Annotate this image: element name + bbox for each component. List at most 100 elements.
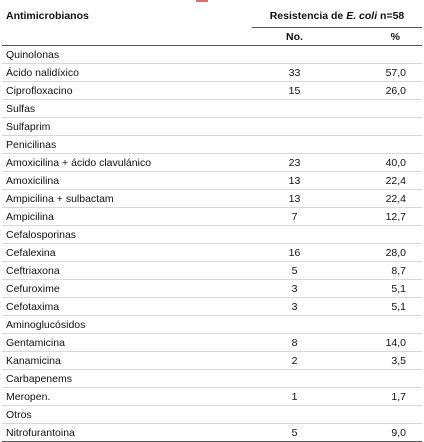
table-row: Cefalexina 16 28,0 [2, 243, 422, 262]
table-cell: Amoxicilina [2, 171, 252, 190]
table-cell: Aminoglucósidos [2, 315, 252, 334]
table-cell: 33 [252, 63, 337, 82]
table-row: Otros [2, 405, 422, 424]
table-row: Cefuroxime 3 5,1 [2, 279, 422, 298]
table-row: Ampicilina 7 12,7 [2, 207, 422, 226]
table-cell: Ampicilina [2, 207, 252, 226]
table-row: Amoxicilina + ácido clavulánico 23 40,0 [2, 153, 422, 172]
header-cell: No. [252, 27, 337, 46]
table-cell [337, 117, 422, 136]
table-row: Amoxicilina 13 22,4 [2, 171, 422, 190]
header-text: E. coli [346, 9, 378, 22]
red-mark [196, 0, 208, 2]
table-cell [337, 369, 422, 388]
table-row: Sulfas [2, 99, 422, 118]
subheader-row: No. % [2, 27, 422, 46]
table-cell [337, 135, 422, 154]
header-cell: % [337, 27, 422, 46]
table-cell [337, 315, 422, 334]
resistance-table: Antimicrobianos Resistencia de E. coli n… [2, 4, 422, 442]
table-row: Aminoglucósidos [2, 315, 422, 334]
table-row: Meropen. 1 1,7 [2, 387, 422, 406]
table-cell [337, 45, 422, 64]
table-cell: 5 [252, 423, 337, 442]
table-cell: Cefotaxima [2, 297, 252, 316]
table-cell [252, 369, 337, 388]
table-cell: 2 [252, 351, 337, 370]
table-cell [337, 99, 422, 118]
table-cell: Gentamicina [2, 333, 252, 352]
table-cell: 5,1 [337, 279, 422, 298]
table-cell: Penicilinas [2, 135, 252, 154]
table-cell: 7 [252, 207, 337, 226]
table-cell: 28,0 [337, 243, 422, 262]
table-cell: Otros [2, 405, 252, 424]
table-cell: Ampicilina + sulbactam [2, 189, 252, 208]
table-body: Quinolonas Ácido nalidíxico 33 57,0 Ciproflo… [2, 45, 422, 442]
table-row: Ceftriaxona 5 8,7 [2, 261, 422, 280]
table-cell [252, 117, 337, 136]
table-cell: 22,4 [337, 171, 422, 190]
table-row: Gentamicina 8 14,0 [2, 333, 422, 352]
table-cell: 3 [252, 297, 337, 316]
header-cell [2, 27, 252, 46]
table-cell: 8,7 [337, 261, 422, 280]
table-cell: Sulfaprim [2, 117, 252, 136]
table-cell [337, 405, 422, 424]
table-cell: 5 [252, 261, 337, 280]
table-cell [252, 405, 337, 424]
header-text: n=58 [380, 9, 405, 22]
table-row: Sulfaprim [2, 117, 422, 136]
table-cell: Ciprofloxacino [2, 81, 252, 100]
table-cell: 1 [252, 387, 337, 406]
table-cell: 3,5 [337, 351, 422, 370]
table-cell: Meropen. [2, 387, 252, 406]
table-cell [252, 45, 337, 64]
table-cell: 13 [252, 171, 337, 190]
table-cell: Nitrofurantoina [2, 423, 252, 442]
table-cell [337, 225, 422, 244]
header-text: Resistencia de [269, 9, 344, 22]
header-row: Antimicrobianos Resistencia de E. coli n… [2, 4, 422, 28]
table-cell: Cefalexina [2, 243, 252, 262]
table-cell: 9,0 [337, 423, 422, 442]
table-cell: 5,1 [337, 297, 422, 316]
table-cell [252, 135, 337, 154]
table-row: Ciprofloxacino 15 26,0 [2, 81, 422, 100]
table-row: Penicilinas [2, 135, 422, 154]
table-cell: 22,4 [337, 189, 422, 208]
table-cell: Cefalosporinas [2, 225, 252, 244]
table-cell: Carbapenems [2, 369, 252, 388]
table-cell: 40,0 [337, 153, 422, 172]
table-cell: 3 [252, 279, 337, 298]
table-cell: Quinolonas [2, 45, 252, 64]
table-cell: 13 [252, 189, 337, 208]
table-row: Quinolonas [2, 45, 422, 64]
table-cell: 23 [252, 153, 337, 172]
table-row: Ácido nalidíxico 33 57,0 [2, 63, 422, 82]
table-cell: 1,7 [337, 387, 422, 406]
header-cell: Resistencia de E. coli n=58 [252, 4, 422, 28]
table-cell: Amoxicilina + ácido clavulánico [2, 153, 252, 172]
table-cell: Ácido nalidíxico [2, 63, 252, 82]
header-cell: Antimicrobianos [6, 9, 89, 22]
table-cell [252, 99, 337, 118]
table-cell: 14,0 [337, 333, 422, 352]
table-cell: Sulfas [2, 99, 252, 118]
table-cell: 12,7 [337, 207, 422, 226]
table-cell [252, 225, 337, 244]
table-row: Cefalosporinas [2, 225, 422, 244]
table-cell: 57,0 [337, 63, 422, 82]
table-cell: 8 [252, 333, 337, 352]
table-row: Carbapenems [2, 369, 422, 388]
table-row: Nitrofurantoina 5 9,0 [2, 423, 422, 442]
table-cell: 26,0 [337, 81, 422, 100]
table-cell [252, 315, 337, 334]
table-row: Kanamicina 2 3,5 [2, 351, 422, 370]
table-cell: Kanamicina [2, 351, 252, 370]
table-cell: 16 [252, 243, 337, 262]
table-cell: Cefuroxime [2, 279, 252, 298]
table-cell: 15 [252, 81, 337, 100]
table-row: Ampicilina + sulbactam 13 22,4 [2, 189, 422, 208]
